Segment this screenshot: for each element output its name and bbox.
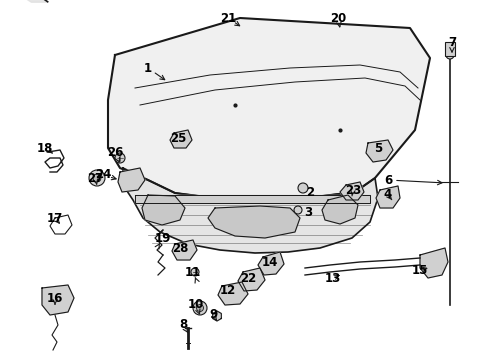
Polygon shape	[258, 252, 284, 275]
Polygon shape	[142, 195, 185, 225]
Text: 2: 2	[306, 185, 314, 198]
Text: 25: 25	[170, 131, 186, 144]
Polygon shape	[42, 285, 74, 315]
Polygon shape	[213, 311, 221, 321]
Text: 4: 4	[384, 189, 392, 202]
Text: 12: 12	[220, 284, 236, 297]
Polygon shape	[366, 140, 393, 162]
Text: 11: 11	[185, 266, 201, 279]
Text: 13: 13	[325, 271, 341, 284]
Text: 17: 17	[47, 211, 63, 225]
Text: 3: 3	[304, 207, 312, 220]
Text: 16: 16	[47, 292, 63, 305]
Text: 18: 18	[37, 141, 53, 154]
Polygon shape	[118, 168, 145, 192]
Polygon shape	[208, 206, 300, 238]
Polygon shape	[170, 130, 192, 148]
Text: 10: 10	[188, 298, 204, 311]
Text: 28: 28	[172, 242, 188, 255]
Circle shape	[446, 51, 454, 59]
Text: 6: 6	[384, 174, 392, 186]
Polygon shape	[238, 268, 265, 291]
Polygon shape	[322, 195, 358, 224]
Text: 8: 8	[179, 319, 187, 332]
Text: 26: 26	[107, 147, 123, 159]
Text: 9: 9	[209, 309, 217, 321]
Circle shape	[193, 301, 207, 315]
Polygon shape	[420, 248, 448, 278]
FancyBboxPatch shape	[445, 42, 455, 56]
Text: 22: 22	[240, 271, 256, 284]
Polygon shape	[108, 18, 430, 200]
Circle shape	[294, 206, 302, 214]
Polygon shape	[340, 182, 364, 200]
Text: 1: 1	[144, 62, 152, 75]
Text: 19: 19	[155, 231, 171, 244]
Text: 5: 5	[374, 141, 382, 154]
Circle shape	[191, 268, 199, 276]
Circle shape	[298, 183, 308, 193]
Circle shape	[115, 153, 125, 163]
Polygon shape	[172, 240, 197, 260]
Circle shape	[196, 305, 203, 311]
Polygon shape	[135, 195, 370, 203]
Polygon shape	[376, 186, 400, 208]
Circle shape	[93, 174, 101, 182]
Polygon shape	[218, 282, 248, 305]
Text: 21: 21	[220, 12, 236, 24]
Text: 23: 23	[345, 184, 361, 197]
Polygon shape	[123, 168, 378, 253]
Circle shape	[89, 170, 105, 186]
Text: 20: 20	[330, 12, 346, 24]
Text: 24: 24	[95, 168, 111, 181]
Text: 14: 14	[262, 256, 278, 269]
Text: 27: 27	[87, 171, 103, 184]
Text: 7: 7	[448, 36, 456, 49]
Text: 15: 15	[412, 264, 428, 276]
